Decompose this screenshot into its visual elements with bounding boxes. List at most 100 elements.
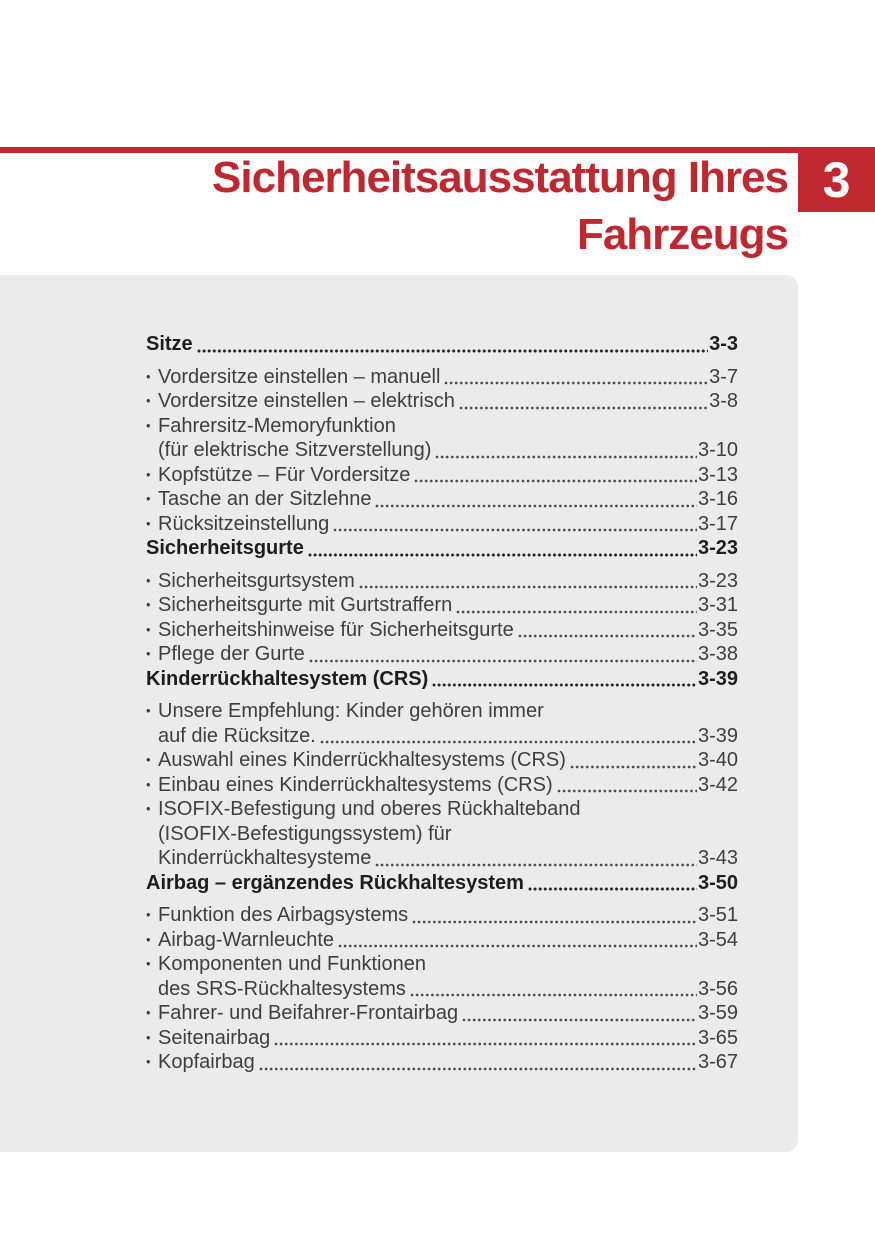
toc-entry-page: 3-35	[697, 618, 738, 641]
toc-entry-content: Airbag-Warnleuchte 3-54	[158, 928, 738, 953]
toc-entry-line: Kinderrückhaltesysteme 3-43	[158, 846, 738, 871]
bullet-icon: •	[146, 956, 151, 971]
dot-leader	[435, 453, 697, 460]
toc-entry-label: Sicherheitsgurte	[146, 537, 304, 559]
toc-entry-label: Airbag – ergänzendes Rückhaltesystem	[146, 871, 524, 894]
toc-entry-label: Vordersitze einstellen – elektrisch	[158, 390, 455, 412]
toc-item-entry: • Pflege der Gurte 3-38	[146, 642, 738, 667]
chapter-title-line-2: Fahrzeugs	[576, 210, 789, 259]
bullet-icon: •	[146, 1054, 151, 1069]
toc-entry-label: (für elektrische Sitzverstellung)	[158, 439, 432, 461]
toc-entry-content: Kopfstütze – Für Vordersitze 3-13	[158, 463, 738, 488]
toc-entry-page: 3-40	[697, 749, 738, 771]
bullet-icon: •	[146, 491, 151, 506]
toc-entry-content: Auswahl eines Kinderrückhaltesystems (CR…	[158, 748, 738, 773]
toc-item-entry: • Fahrer- und Beifahrer-Frontairbag 3-59	[146, 1001, 738, 1026]
chapter-number-badge: 3	[798, 147, 875, 212]
toc-entry-label: Sitze	[146, 333, 193, 355]
toc-entry-line: Sicherheitshinweise für Sicherheitsgurte…	[158, 618, 738, 643]
toc-entry-label: Kinderrückhaltesysteme	[158, 847, 372, 869]
dot-leader	[274, 1041, 697, 1047]
toc-entry-page: 3-65	[697, 1026, 738, 1049]
toc-entry-label: Auswahl eines Kinderrückhaltesystems (CR…	[158, 749, 566, 771]
toc-entry-page: 3-39	[697, 724, 738, 747]
toc-entry-content: Sicherheitsgurte mit Gurtstraffern 3-31	[158, 593, 738, 618]
toc-entry-content: Fahrer- und Beifahrer-Frontairbag 3-59	[158, 1001, 738, 1026]
toc-entry-content: Pflege der Gurte 3-38	[158, 642, 738, 667]
toc-item-entry: • Vordersitze einstellen – elektrisch 3-8	[146, 389, 738, 414]
toc-item-entry: • Einbau eines Kinderrückhaltesystems (CR…	[146, 773, 738, 798]
toc-entry-label: auf die Rücksitze.	[158, 724, 316, 747]
toc-entry-line: Fahrer- und Beifahrer-Frontairbag 3-59	[158, 1001, 738, 1026]
toc-entry-label: Sicherheitsgurte mit Gurtstraffern	[158, 594, 453, 616]
chapter-title-line-1: Sicherheitsausstattung Ihres	[212, 153, 789, 202]
toc-entry-content: Vordersitze einstellen – manuell 3-7	[158, 365, 738, 390]
toc-entry-page: 3-17	[697, 512, 738, 535]
toc-section-entry: Kinderrückhaltesystem (CRS) 3-39	[146, 667, 738, 692]
toc-entry-page: 3-16	[697, 488, 738, 510]
toc-entry-content: ISOFIX-Befestigung und oberes Rückhalteb…	[158, 797, 738, 871]
bullet-icon: •	[146, 466, 151, 482]
toc-entry-page: 3-7	[709, 365, 738, 388]
toc-entry-content: Fahrersitz-Memoryfunktion (für elektrisch…	[158, 414, 738, 463]
dot-leader	[375, 861, 697, 868]
toc-entry-content: Sicherheitsgurte 3-23	[146, 536, 738, 561]
toc-entry-label: des SRS-Rückhaltesystems	[158, 977, 406, 1000]
toc-entry-label: (ISOFIX-Befestigungssystem) für	[158, 822, 452, 845]
toc-entry-content: Unsere Empfehlung: Kinder gehören immer a…	[158, 699, 738, 748]
bullet-icon: •	[146, 801, 151, 816]
toc-entry-line: Komponenten und Funktionen	[158, 952, 738, 977]
toc-entry-content: Seitenairbag 3-65	[158, 1026, 738, 1051]
toc-entry-label: ISOFIX-Befestigung und oberes Rückhalteb…	[158, 798, 581, 820]
toc-entry-content: Tasche an der Sitzlehne 3-16	[158, 487, 738, 512]
toc-entry-line: Seitenairbag 3-65	[158, 1026, 738, 1051]
dot-leader	[414, 478, 697, 484]
toc-entry-page: 3-67	[697, 1051, 738, 1073]
toc-entry-page: 3-39	[697, 667, 738, 690]
toc-entry-label: Rücksitzeinstellung	[158, 512, 330, 535]
toc-entry-page: 3-13	[697, 463, 738, 486]
toc-entry-line: Sicherheitsgurte 3-23	[146, 536, 738, 561]
toc-entry-content: Einbau eines Kinderrückhaltesystems (CRS…	[158, 773, 738, 798]
toc-entry-label: Kopfairbag	[158, 1051, 255, 1073]
toc-item-entry: • Funktion des Airbagsystems 3-51	[146, 903, 738, 928]
toc-entry-line: auf die Rücksitze. 3-39	[158, 724, 738, 749]
bullet-icon: •	[146, 907, 151, 922]
dot-leader	[307, 551, 697, 558]
toc-entry-page: 3-3	[709, 333, 738, 355]
toc-entry-label: Tasche an der Sitzlehne	[158, 488, 372, 510]
toc-entry-content: Komponenten und Funktionen des SRS-Rückha…	[158, 952, 738, 1001]
toc-entry-label: Kinderrückhaltesystem (CRS)	[146, 667, 429, 690]
toc-entry-content: Kopfairbag 3-67	[158, 1050, 738, 1075]
toc-item-entry: • Seitenairbag 3-65	[146, 1026, 738, 1051]
toc-entry-page: 3-54	[697, 928, 738, 951]
toc-item-entry: • Airbag-Warnleuchte 3-54	[146, 928, 738, 953]
dot-leader	[338, 943, 697, 949]
dot-leader	[462, 1016, 697, 1023]
toc-entry-label: Airbag-Warnleuchte	[158, 928, 335, 951]
dot-leader	[358, 584, 697, 590]
toc-entry-content: Funktion des Airbagsystems 3-51	[158, 903, 738, 928]
bullet-icon: •	[146, 1029, 151, 1045]
dot-leader	[412, 918, 697, 925]
toc-item-entry: • ISOFIX-Befestigung und oberes Rückhalte…	[146, 797, 738, 871]
toc-entry-line: Vordersitze einstellen – manuell 3-7	[158, 365, 738, 390]
toc-item-entry: • Komponenten und Funktionen des SRS-Rückh…	[146, 952, 738, 1001]
toc-entry-label: Unsere Empfehlung: Kinder gehören immer	[158, 700, 544, 722]
toc-entry-content: Airbag – ergänzendes Rückhaltesystem 3-50	[146, 871, 738, 896]
toc-entry-page: 3-59	[697, 1002, 738, 1024]
bullet-icon: •	[146, 752, 151, 767]
toc-item-entry: • Rücksitzeinstellung 3-17	[146, 512, 738, 537]
toc-entry-page: 3-38	[697, 643, 738, 665]
toc-section-entry: Sicherheitsgurte 3-23	[146, 536, 738, 561]
toc-item-entry: • Tasche an der Sitzlehne 3-16	[146, 487, 738, 512]
toc-entry-line: Kopfairbag 3-67	[158, 1050, 738, 1075]
toc-entry-page: 3-42	[697, 773, 738, 796]
toc-item-entry: • Kopfstütze – Für Vordersitze 3-13	[146, 463, 738, 488]
toc-item-entry: • Kopfairbag 3-67	[146, 1050, 738, 1075]
toc-entry-line: Sicherheitsgurte mit Gurtstraffern 3-31	[158, 593, 738, 618]
dot-leader	[556, 788, 697, 794]
toc-entry-content: Sicherheitsgurtsystem 3-23	[158, 569, 738, 594]
toc-entry-line: ISOFIX-Befestigung und oberes Rückhalteb…	[158, 797, 738, 822]
